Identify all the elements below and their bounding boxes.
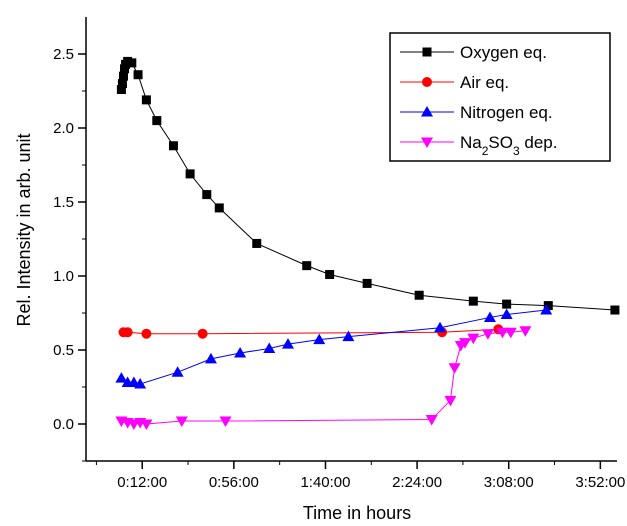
series-3 (115, 326, 532, 430)
data-point (175, 416, 188, 428)
data-point (118, 71, 128, 81)
y-tick-label: 2.0 (53, 120, 74, 137)
data-point (122, 327, 133, 338)
data-point (116, 85, 126, 95)
data-point (500, 308, 513, 319)
data-point (444, 395, 457, 407)
data-point (117, 79, 127, 89)
data-point (313, 333, 326, 345)
y-axis-title: Rel. Intensity in arb. unit (14, 133, 34, 326)
data-point (342, 330, 355, 342)
data-point (115, 372, 128, 383)
data-point (214, 203, 224, 213)
y-tick-label: 1.5 (53, 194, 74, 211)
data-point (362, 278, 372, 288)
y-tick-label: 2.5 (53, 46, 74, 63)
y-tick-label: 1.0 (53, 268, 74, 285)
data-point (302, 261, 312, 271)
x-axis-title: Time in hours (303, 503, 411, 523)
data-point (171, 366, 184, 377)
legend-marker (422, 47, 432, 57)
data-point (252, 238, 262, 248)
y-tick-label: 0.5 (53, 342, 74, 359)
data-point (448, 363, 461, 374)
legend-marker (421, 137, 433, 148)
legend-marker (422, 77, 432, 87)
data-point (540, 304, 553, 315)
data-point (152, 116, 162, 126)
data-point (414, 290, 424, 300)
data-point (467, 333, 480, 345)
data-point (141, 328, 152, 339)
legend: Oxygen eq. Air eq. Nitrogen eq. Na2SO3 dep. (389, 32, 611, 162)
data-point (133, 70, 143, 80)
data-point (496, 327, 509, 339)
legend-label: Na2SO3 dep. (460, 133, 557, 158)
x-tick-label: 3:52:00 (575, 474, 625, 491)
legend-label: Oxygen eq. (460, 43, 547, 62)
data-point (468, 296, 478, 306)
series-layer (115, 56, 620, 430)
data-point (543, 301, 553, 311)
x-tick-label: 0:12:00 (117, 474, 167, 491)
data-point (185, 169, 195, 179)
data-point (481, 329, 494, 340)
x-tick-label: 3:08:00 (484, 474, 534, 491)
x-tick-label: 0:56:00 (209, 474, 259, 491)
legend-label: Nitrogen eq. (460, 103, 553, 122)
data-point (483, 311, 496, 322)
data-point (219, 416, 232, 428)
series-0 (116, 56, 620, 315)
data-point (502, 299, 512, 309)
data-point (234, 346, 247, 358)
legend-label: Air eq. (460, 73, 509, 92)
legend-marker (421, 106, 433, 117)
data-point (519, 326, 532, 337)
data-point (127, 58, 137, 68)
data-point (458, 338, 471, 349)
data-point (504, 327, 517, 339)
x-tick-label: 2:24:00 (392, 474, 442, 491)
data-point (140, 419, 153, 430)
data-point (325, 270, 335, 280)
data-point (202, 190, 212, 200)
data-point (281, 338, 294, 349)
series-2 (115, 304, 553, 389)
data-point (168, 141, 178, 151)
data-point (141, 95, 151, 105)
x-tick-label: 1:40:00 (300, 474, 350, 491)
y-tick-label: 0.0 (53, 416, 74, 433)
data-point (434, 321, 446, 333)
axes: 0.0 0.5 1.0 1.5 2.0 2.5 0:12:00 0:56:00 1:40:00 2… (53, 17, 625, 491)
data-point (197, 328, 208, 339)
data-point (263, 342, 276, 354)
data-point (425, 415, 438, 426)
data-point (204, 352, 217, 364)
data-point (134, 378, 147, 389)
data-point (610, 305, 620, 315)
series-line (121, 309, 547, 385)
